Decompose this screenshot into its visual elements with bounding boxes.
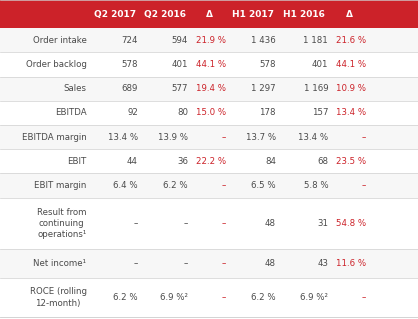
Text: 54.8 %: 54.8 %: [336, 219, 366, 228]
Text: Δ: Δ: [346, 10, 352, 19]
Text: –: –: [184, 259, 188, 268]
Text: 578: 578: [260, 60, 276, 69]
Text: 6.4 %: 6.4 %: [113, 181, 138, 190]
Text: 178: 178: [260, 108, 276, 117]
Text: –: –: [222, 293, 226, 302]
Text: 1 436: 1 436: [251, 36, 276, 45]
Text: 577: 577: [172, 84, 188, 93]
Text: 1 297: 1 297: [251, 84, 276, 93]
Text: EBIT margin: EBIT margin: [34, 181, 87, 190]
Text: 22.2 %: 22.2 %: [196, 157, 226, 166]
Text: 44: 44: [127, 157, 138, 166]
Text: 43: 43: [317, 259, 328, 268]
Text: Net income¹: Net income¹: [33, 259, 87, 268]
Text: Result from
continuing
operations¹: Result from continuing operations¹: [37, 208, 87, 239]
Text: 21.6 %: 21.6 %: [336, 36, 366, 45]
Text: 68: 68: [317, 157, 328, 166]
Text: –: –: [222, 259, 226, 268]
Bar: [0, 0, 418, 28]
Text: 6.2 %: 6.2 %: [251, 293, 276, 302]
Text: –: –: [362, 181, 366, 190]
Text: ROCE (rolling
12-month): ROCE (rolling 12-month): [30, 287, 87, 308]
Text: 13.4 %: 13.4 %: [108, 133, 138, 142]
Text: 36: 36: [177, 157, 188, 166]
Text: 10.9 %: 10.9 %: [336, 84, 366, 93]
Text: EBITDA margin: EBITDA margin: [22, 133, 87, 142]
Text: 594: 594: [172, 36, 188, 45]
Text: –: –: [362, 133, 366, 142]
Text: –: –: [362, 293, 366, 302]
Text: 6.5 %: 6.5 %: [251, 181, 276, 190]
Text: 48: 48: [265, 259, 276, 268]
Text: Δ: Δ: [206, 10, 212, 19]
Bar: [0, 52, 418, 77]
Bar: [0, 198, 418, 249]
Text: 19.4 %: 19.4 %: [196, 84, 226, 93]
Text: –: –: [184, 219, 188, 228]
Text: 23.5 %: 23.5 %: [336, 157, 366, 166]
Text: 689: 689: [122, 84, 138, 93]
Text: 5.8 %: 5.8 %: [303, 181, 328, 190]
Text: 31: 31: [317, 219, 328, 228]
Bar: [0, 77, 418, 101]
Text: 1 169: 1 169: [303, 84, 328, 93]
Text: Q2 2017: Q2 2017: [94, 10, 136, 19]
Text: 401: 401: [312, 60, 328, 69]
Bar: [0, 125, 418, 149]
Text: H1 2017: H1 2017: [232, 10, 274, 19]
Bar: [0, 149, 418, 174]
Text: 13.4 %: 13.4 %: [298, 133, 328, 142]
Bar: [0, 249, 418, 278]
Text: 92: 92: [127, 108, 138, 117]
Text: 13.7 %: 13.7 %: [246, 133, 276, 142]
Text: 401: 401: [172, 60, 188, 69]
Text: 84: 84: [265, 157, 276, 166]
Text: 80: 80: [177, 108, 188, 117]
Text: 21.9 %: 21.9 %: [196, 36, 226, 45]
Text: 578: 578: [122, 60, 138, 69]
Text: –: –: [134, 219, 138, 228]
Text: EBIT: EBIT: [67, 157, 87, 166]
Bar: [0, 174, 418, 198]
Text: Q2 2016: Q2 2016: [144, 10, 186, 19]
Text: 11.6 %: 11.6 %: [336, 259, 366, 268]
Text: Order backlog: Order backlog: [25, 60, 87, 69]
Bar: [0, 101, 418, 125]
Text: –: –: [134, 259, 138, 268]
Text: H1 2016: H1 2016: [283, 10, 325, 19]
Text: 44.1 %: 44.1 %: [196, 60, 226, 69]
Text: 44.1 %: 44.1 %: [336, 60, 366, 69]
Text: 724: 724: [122, 36, 138, 45]
Text: 15.0 %: 15.0 %: [196, 108, 226, 117]
Text: 157: 157: [312, 108, 328, 117]
Text: 13.4 %: 13.4 %: [336, 108, 366, 117]
Text: Order intake: Order intake: [33, 36, 87, 45]
Bar: [0, 28, 418, 52]
Text: Sales: Sales: [64, 84, 87, 93]
Bar: [0, 278, 418, 317]
Text: –: –: [222, 133, 226, 142]
Text: –: –: [222, 219, 226, 228]
Text: 13.9 %: 13.9 %: [158, 133, 188, 142]
Text: 6.2 %: 6.2 %: [163, 181, 188, 190]
Text: 48: 48: [265, 219, 276, 228]
Text: 6.9 %²: 6.9 %²: [160, 293, 188, 302]
Text: EBITDA: EBITDA: [55, 108, 87, 117]
Text: 6.2 %: 6.2 %: [113, 293, 138, 302]
Text: –: –: [222, 181, 226, 190]
Text: 1 181: 1 181: [303, 36, 328, 45]
Text: 6.9 %²: 6.9 %²: [300, 293, 328, 302]
